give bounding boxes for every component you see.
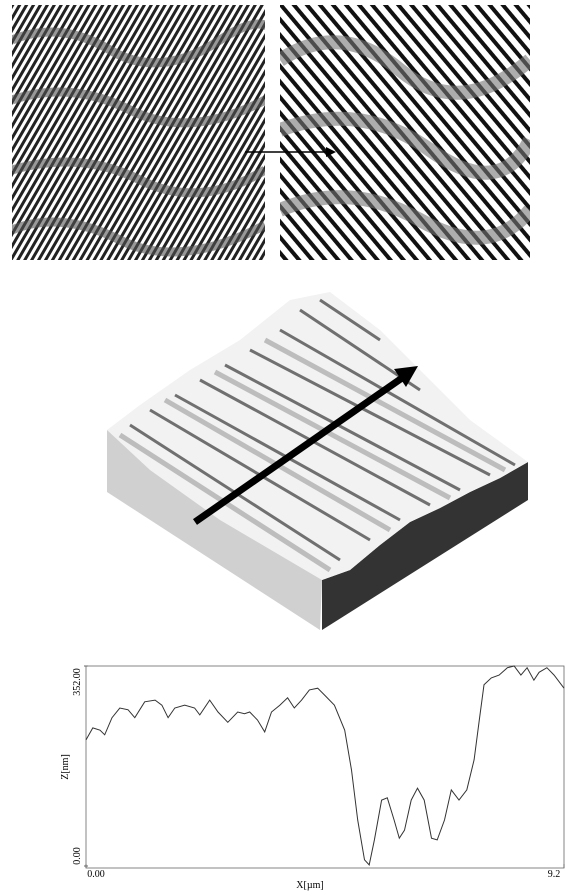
y-tick-label: 352.00	[72, 668, 83, 696]
y-axis-label: Z[nm]	[60, 754, 71, 780]
x-tick-label: 9.2	[548, 869, 561, 880]
afm-image-right	[280, 5, 530, 260]
page: {"chart_data": {"type": "line", "xlabel"…	[0, 0, 565, 893]
figure: X[µm] Z[nm] 0.00 9.2 0.00 352.00	[0, 0, 565, 893]
y-tick-label: 0.00	[72, 847, 83, 865]
plot-frame	[86, 666, 564, 868]
x-tick-label: 0.00	[87, 869, 105, 880]
afm-image-left	[12, 5, 280, 260]
afm-3d-surface	[107, 292, 528, 630]
profile-line	[86, 666, 564, 865]
x-axis-label: X[µm]	[296, 880, 323, 891]
